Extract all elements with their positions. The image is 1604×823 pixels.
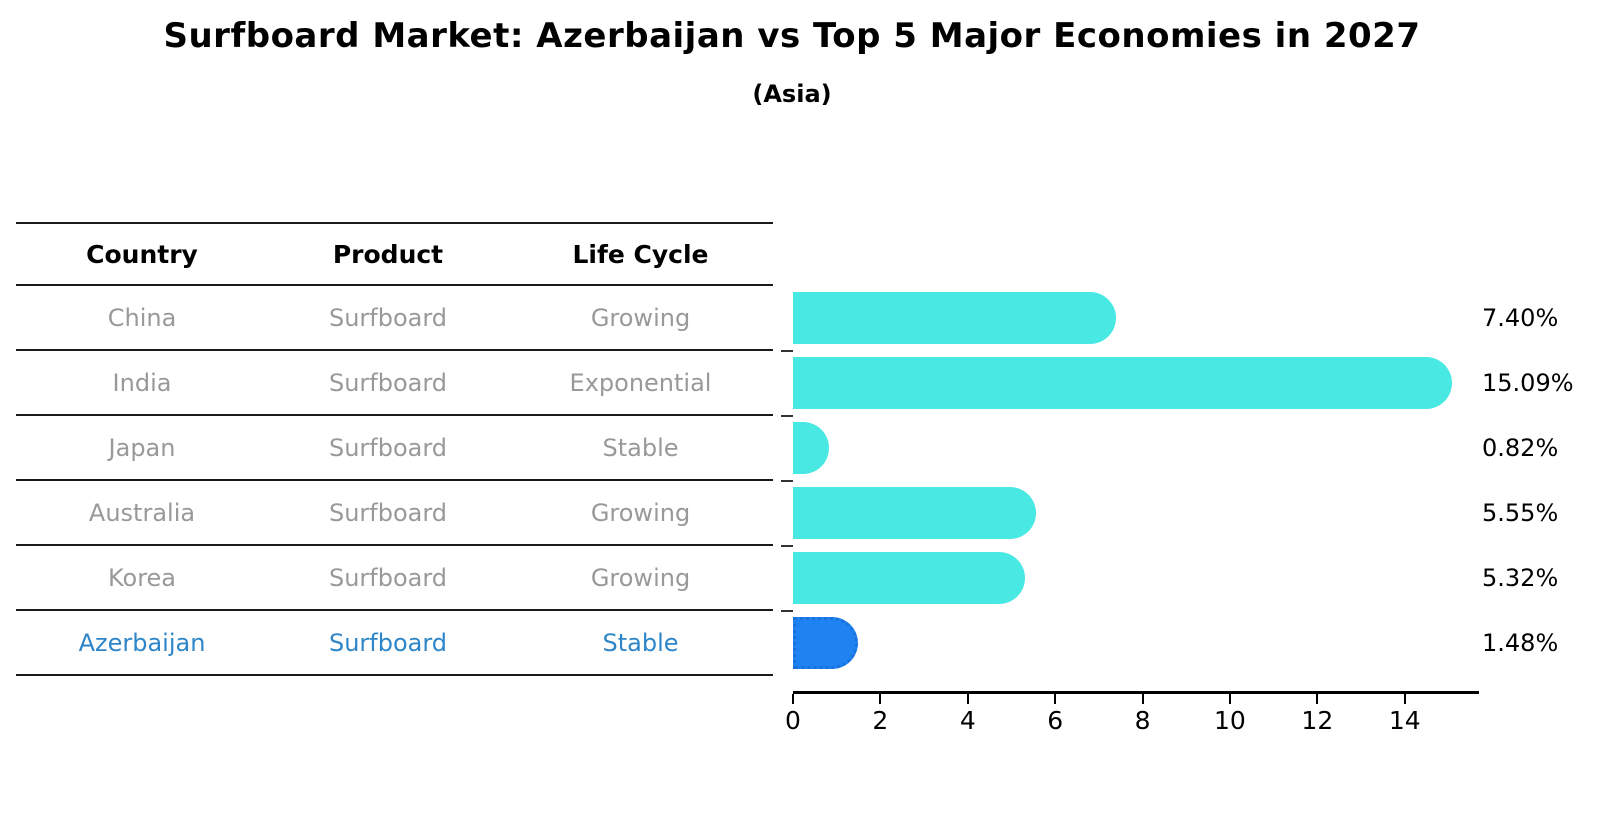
- bar-azerbaijan: [793, 617, 858, 669]
- cell-lifecycle: Growing: [590, 563, 691, 592]
- value-label-india: 15.09%: [1482, 369, 1574, 397]
- x-tick-label: 4: [959, 706, 976, 735]
- bar-china: [793, 292, 1117, 344]
- bar-band-korea: [793, 546, 1479, 611]
- x-tick-label: 12: [1301, 706, 1334, 735]
- cell-lifecycle: Growing: [590, 498, 691, 527]
- bar-japan: [793, 422, 829, 474]
- cell-lifecycle: Stable: [602, 433, 679, 462]
- bar-band-china: [793, 286, 1479, 351]
- x-tick-label: 8: [1134, 706, 1151, 735]
- value-label-china: 7.40%: [1482, 304, 1559, 332]
- cell-lifecycle: Exponential: [569, 368, 712, 397]
- bar-band-japan: [793, 416, 1479, 481]
- value-labels: 7.40% 15.09% 0.82% 5.55% 5.32% 1.48%: [1482, 286, 1602, 676]
- column-header-country: Country: [86, 239, 198, 269]
- x-tick-mark: [1316, 694, 1319, 704]
- value-label-azerbaijan: 1.48%: [1482, 629, 1559, 657]
- table-row-australia: Australia Surfboard Growing: [16, 481, 773, 546]
- y-axis-tick: [781, 545, 793, 547]
- x-tick-mark: [1054, 694, 1057, 704]
- x-tick-mark: [1228, 694, 1231, 704]
- x-tick-mark: [1141, 694, 1144, 704]
- value-label-korea: 5.32%: [1482, 564, 1559, 592]
- table-row-korea: Korea Surfboard Growing: [16, 546, 773, 611]
- table-row-china: China Surfboard Growing: [16, 286, 773, 351]
- x-axis-line: [793, 691, 1479, 694]
- bar-band-azerbaijan: [793, 611, 1479, 676]
- cell-country: Australia: [88, 498, 196, 527]
- table-header-row: Country Product Life Cycle: [16, 222, 773, 286]
- x-tick-label: 14: [1388, 706, 1421, 735]
- cell-country: India: [112, 368, 172, 397]
- cell-lifecycle: Stable: [602, 628, 679, 657]
- cell-lifecycle: Growing: [590, 303, 691, 332]
- bar-band-india: [793, 351, 1479, 416]
- cell-product: Surfboard: [328, 368, 448, 397]
- chart-title: Surfboard Market: Azerbaijan vs Top 5 Ma…: [163, 16, 1421, 56]
- x-tick-mark: [966, 694, 969, 704]
- cell-country: Japan: [108, 433, 176, 462]
- cell-product: Surfboard: [328, 498, 448, 527]
- x-tick-label: 0: [785, 706, 801, 735]
- value-label-japan: 0.82%: [1482, 434, 1559, 462]
- table-row-azerbaijan: Azerbaijan Surfboard Stable: [16, 611, 773, 676]
- bar-india: [793, 357, 1453, 409]
- cell-product: Surfboard: [328, 563, 448, 592]
- bar-australia: [793, 487, 1036, 539]
- bar-korea: [793, 552, 1026, 604]
- value-label-australia: 5.55%: [1482, 499, 1559, 527]
- table-row-india: India Surfboard Exponential: [16, 351, 773, 416]
- cell-product: Surfboard: [328, 433, 448, 462]
- column-header-lifecycle: Life Cycle: [572, 239, 709, 269]
- cell-product: Surfboard: [328, 628, 448, 657]
- chart-subtitle: (Asia): [752, 80, 832, 108]
- x-tick-mark: [879, 694, 882, 704]
- bar-band-australia: [793, 481, 1479, 546]
- cell-country: Korea: [107, 563, 177, 592]
- y-axis-tick: [781, 350, 793, 352]
- x-tick-label: 6: [1047, 706, 1064, 735]
- x-tick-mark: [792, 694, 794, 704]
- table-row-japan: Japan Surfboard Stable: [16, 416, 773, 481]
- y-axis-tick: [781, 480, 793, 482]
- cell-country: Azerbaijan: [78, 628, 206, 657]
- x-axis-ticks: 0 2 4 6 8 10 12 14: [785, 694, 1479, 754]
- cell-country: China: [107, 303, 177, 332]
- y-axis-tick: [781, 610, 793, 612]
- x-tick-mark: [1403, 694, 1406, 704]
- cell-product: Surfboard: [328, 303, 448, 332]
- x-tick-label: 10: [1214, 706, 1246, 735]
- x-tick-label: 2: [872, 706, 889, 735]
- country-table: Country Product Life Cycle China Surfboa…: [16, 222, 773, 676]
- column-header-product: Product: [332, 239, 444, 269]
- y-axis-tick: [781, 415, 793, 417]
- bar-plot-area: [781, 286, 1479, 676]
